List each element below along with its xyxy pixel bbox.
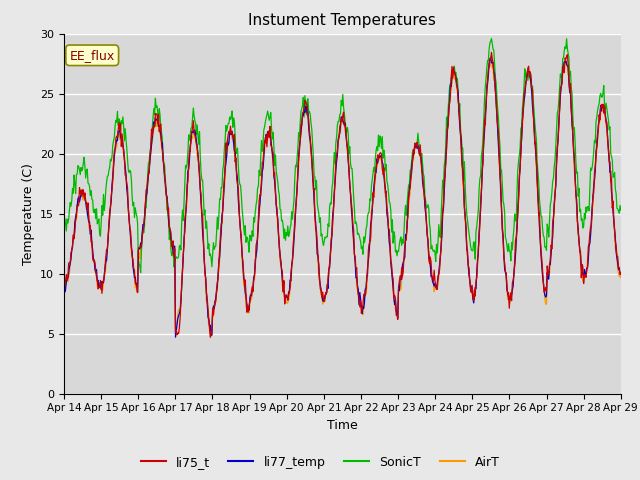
- SonicT: [411, 143, 419, 148]
- SonicT: [70, 172, 78, 178]
- li77_temp: [172, 335, 179, 340]
- Text: EE_flux: EE_flux: [70, 49, 115, 62]
- Line: li75_t: li75_t: [64, 52, 621, 337]
- li77_temp: [487, 55, 495, 61]
- li75_t: [214, 276, 222, 281]
- li77_temp: [428, 274, 435, 279]
- AirT: [428, 266, 435, 272]
- SonicT: [137, 270, 145, 276]
- AirT: [60, 289, 68, 295]
- SonicT: [127, 177, 135, 182]
- AirT: [487, 54, 495, 60]
- AirT: [411, 146, 419, 152]
- SonicT: [563, 36, 570, 42]
- li77_temp: [60, 284, 68, 289]
- li75_t: [488, 49, 495, 55]
- SonicT: [214, 226, 222, 232]
- li77_temp: [70, 234, 78, 240]
- AirT: [127, 250, 135, 255]
- Line: AirT: AirT: [64, 57, 621, 336]
- li75_t: [617, 271, 625, 277]
- AirT: [184, 176, 192, 182]
- Title: Instument Temperatures: Instument Temperatures: [248, 13, 436, 28]
- li77_temp: [185, 166, 193, 172]
- AirT: [70, 230, 78, 236]
- li75_t: [184, 179, 192, 184]
- SonicT: [185, 132, 193, 138]
- li75_t: [411, 140, 419, 146]
- li77_temp: [127, 245, 135, 251]
- X-axis label: Time: Time: [327, 419, 358, 432]
- li75_t: [428, 259, 435, 265]
- AirT: [617, 275, 625, 281]
- SonicT: [60, 219, 68, 225]
- li75_t: [127, 240, 135, 246]
- SonicT: [428, 246, 435, 252]
- li75_t: [207, 335, 214, 340]
- li77_temp: [214, 271, 222, 277]
- SonicT: [617, 207, 625, 213]
- li75_t: [60, 280, 68, 286]
- Line: SonicT: SonicT: [64, 39, 621, 273]
- li75_t: [70, 236, 78, 241]
- Legend: li75_t, li77_temp, SonicT, AirT: li75_t, li77_temp, SonicT, AirT: [136, 451, 504, 474]
- AirT: [208, 333, 216, 338]
- AirT: [214, 273, 222, 278]
- Line: li77_temp: li77_temp: [64, 58, 621, 337]
- li77_temp: [617, 270, 625, 276]
- Y-axis label: Temperature (C): Temperature (C): [22, 163, 35, 264]
- li77_temp: [411, 144, 419, 150]
